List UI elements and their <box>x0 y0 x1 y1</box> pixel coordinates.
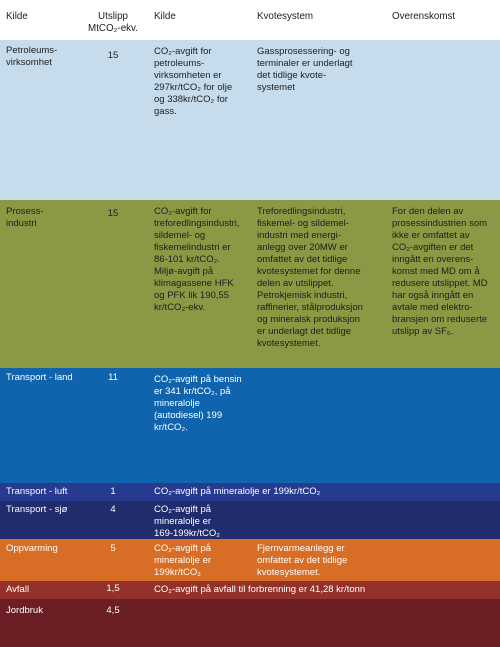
tax-cell: CO₂-avgift på bensin er 341 kr/tCO₂, på … <box>154 374 242 433</box>
source-cell: Oppvarming <box>6 543 58 554</box>
quota-cell: Gassprosessering- og terminaler er under… <box>257 46 353 93</box>
quota-cell: Treforedlingsindustri, fiskemel- og sild… <box>257 206 363 349</box>
tax-cell: CO₂-avgift på mineralolje er 169-199kr/t… <box>154 504 220 539</box>
row-petroleum: Petroleums- virksomhet 15 CO₂-avgift for… <box>0 40 500 200</box>
agreement-cell: For den delen av prosessindustrien som i… <box>392 206 488 337</box>
emission-cell: 1,5 <box>106 583 120 594</box>
source-cell: Jordbruk <box>6 605 43 616</box>
source-cell: Transport - sjø <box>6 504 68 515</box>
emission-cell: 11 <box>108 372 118 383</box>
source-cell: Petroleums- virksomhet <box>6 45 58 68</box>
tax-cell: CO₂-avgift på avfall til forbrenning er … <box>154 584 366 595</box>
tax-cell: CO₂-avgift på mineralolje er 199kr/tCO₂ <box>154 543 212 578</box>
emission-cell: 15 <box>107 50 119 61</box>
tax-cell: CO₂-avgift for treforedlingsindustri, si… <box>154 206 240 313</box>
header-quota-system: Kvotesystem <box>257 11 314 22</box>
source-cell: Avfall <box>6 584 30 595</box>
header-row: Kilde Utslipp MtCO₂-ekv. Kilde Kvotesyst… <box>0 0 500 40</box>
header-source: Kilde <box>6 11 28 22</box>
source-cell: Transport - luft <box>6 486 68 497</box>
row-transport-land: Transport - land 11 CO₂-avgift på bensin… <box>0 368 500 483</box>
quota-cell: Fjernvarmeanlegg er omfattet av det tidl… <box>257 543 348 578</box>
source-cell: Prosess- industri <box>6 206 44 229</box>
emission-cell: 4,5 <box>106 605 120 616</box>
header-tax: Kilde <box>154 11 176 22</box>
row-agriculture: Jordbruk 4,5 <box>0 599 500 647</box>
emission-cell: 15 <box>107 208 119 219</box>
row-transport-air: Transport - luft 1 CO₂-avgift på mineral… <box>0 483 500 501</box>
source-cell: Transport - land <box>6 372 73 383</box>
emission-cell: 4 <box>110 504 116 515</box>
row-transport-sea: Transport - sjø 4 CO₂-avgift på mineralo… <box>0 501 500 539</box>
row-heating: Oppvarming 5 CO₂-avgift på mineralolje e… <box>0 539 500 581</box>
row-process-industry: Prosess- industri 15 CO₂-avgift for tref… <box>0 200 500 368</box>
row-waste: Avfall 1,5 CO₂-avgift på avfall til forb… <box>0 581 500 599</box>
header-emission: Utslipp MtCO₂-ekv. <box>88 11 138 34</box>
emission-cell: 5 <box>110 543 116 554</box>
header-agreement: Overenskomst <box>392 11 456 22</box>
tax-cell: CO₂-avgift på mineralolje er 199kr/tCO₂ <box>154 486 321 497</box>
tax-cell: CO₂-avgift for petroleums- virksomheten … <box>154 46 233 117</box>
emission-cell: 1 <box>110 486 116 497</box>
